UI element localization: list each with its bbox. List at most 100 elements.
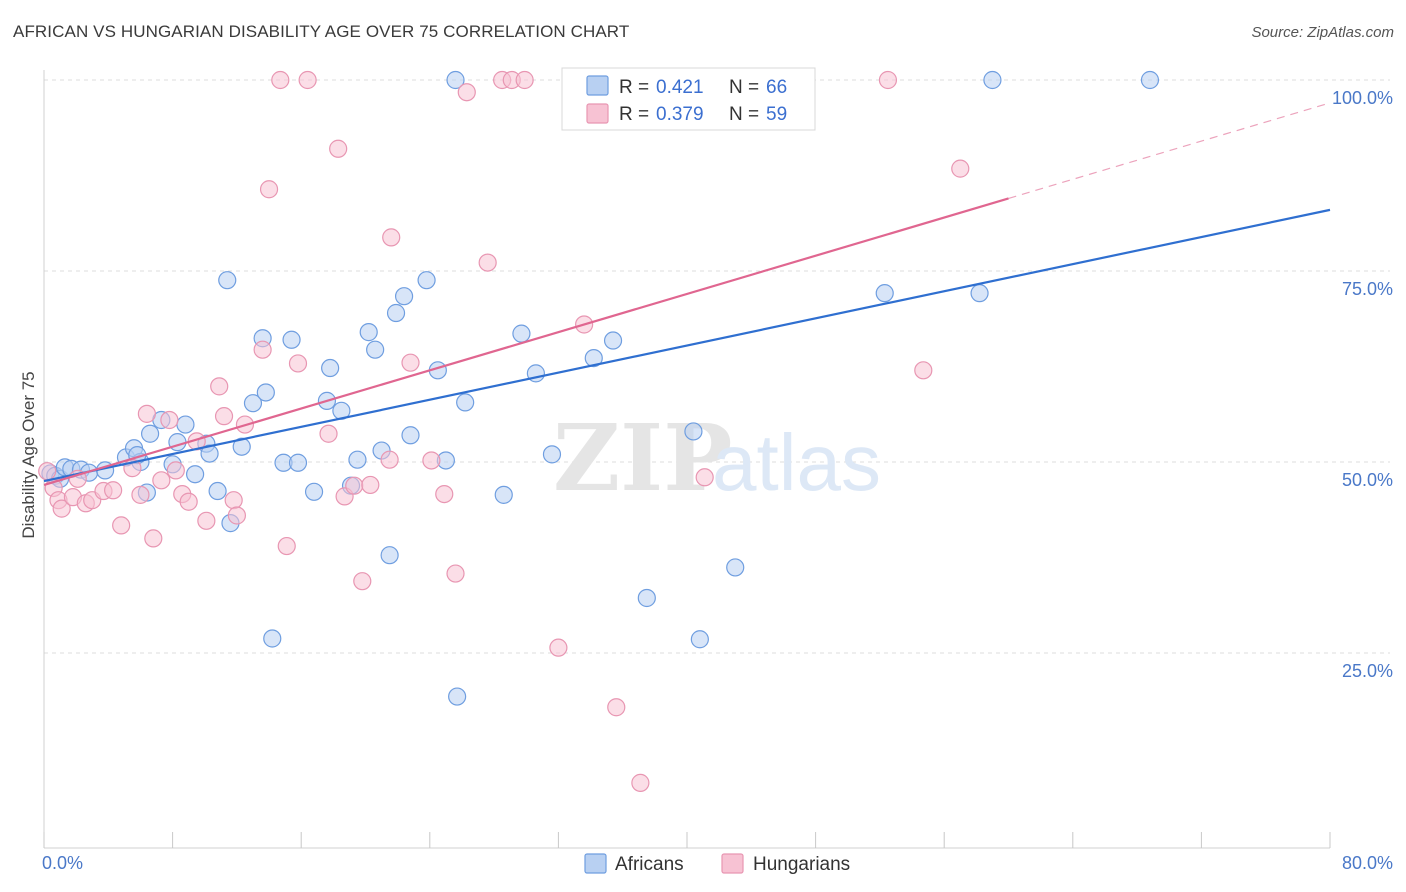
africans-point <box>603 331 623 350</box>
hungarians-point <box>298 70 317 90</box>
hungarians-point <box>253 340 272 359</box>
legend-swatch-africans <box>586 75 609 96</box>
africans-point <box>684 422 703 441</box>
hungarians-point <box>131 485 150 504</box>
hungarians-point <box>38 462 57 481</box>
bottom-legend: Africans Hungarians <box>584 853 850 875</box>
hungarians-point <box>401 353 420 372</box>
hungarians-point <box>478 253 497 272</box>
bottom-legend-swatch-hungarians <box>721 853 744 874</box>
legend-n-value-africans: 66 <box>766 77 787 98</box>
africans-point <box>726 558 745 577</box>
africans-point <box>584 348 603 368</box>
hungarians-point <box>104 481 123 500</box>
hungarians-point <box>382 228 401 247</box>
hungarians-point <box>457 83 476 102</box>
hungarians-point <box>515 70 534 90</box>
hungarians-point <box>695 468 714 487</box>
hungarians-point <box>288 354 308 373</box>
legend-r-label-africans: R = <box>619 77 649 98</box>
y-tick-labels: 25.0% 50.0% 75.0% 100.0% <box>1332 88 1393 681</box>
hungarians-point <box>271 70 290 90</box>
gridlines <box>44 79 1390 654</box>
africans-point <box>456 393 475 412</box>
africans-point <box>394 287 414 306</box>
africans-point <box>304 482 324 501</box>
africans-point <box>282 330 301 349</box>
legend-swatch-hungarians <box>586 103 609 124</box>
hungarians-point <box>435 484 454 504</box>
africans-point <box>208 481 227 501</box>
hungarians-point <box>914 361 933 380</box>
hungarians-point <box>137 404 156 423</box>
africans-point <box>263 629 282 648</box>
hungarians-point <box>951 159 970 178</box>
africans-point <box>321 358 340 378</box>
hungarians-point <box>422 451 441 470</box>
y-tick-label-50: 50.0% <box>1342 470 1393 490</box>
africans-point <box>401 426 420 445</box>
africans-point <box>512 324 531 343</box>
legend-r-value-hungarians: 0.379 <box>656 104 704 125</box>
africans-point <box>875 284 894 303</box>
hungarians-trendline <box>43 197 1009 486</box>
y-tick-label-100: 100.0% <box>1332 88 1393 108</box>
watermark: ZIP atlas <box>553 404 881 512</box>
africans-point <box>690 630 709 649</box>
africans-points <box>41 70 1160 706</box>
africans-point <box>140 424 160 443</box>
africans-point <box>232 437 251 456</box>
africans-point <box>983 70 1002 90</box>
y-axis-label: Disability Age Over 75 <box>19 371 38 538</box>
y-tick-label-75: 75.0% <box>1342 279 1393 299</box>
hungarians-point <box>214 407 234 426</box>
legend-r-label-hungarians: R = <box>619 104 649 125</box>
africans-point <box>448 687 467 706</box>
africans-point <box>417 271 436 290</box>
source-label: Source: ZipAtlas.com <box>1251 24 1394 41</box>
hungarians-point <box>166 461 185 480</box>
hungarians-point <box>277 536 296 556</box>
africans-point <box>380 546 399 565</box>
africans-point <box>243 394 263 413</box>
africans-trendline <box>43 208 1331 483</box>
hungarians-trendline-extension <box>1008 102 1331 199</box>
africans-point <box>637 588 656 608</box>
africans-point <box>218 271 237 290</box>
hungarians-point <box>144 529 163 548</box>
x-tick-marks <box>43 832 1331 848</box>
hungarians-point <box>345 476 364 495</box>
hungarians-point <box>329 139 348 158</box>
hungarians-point <box>112 516 131 535</box>
africans-point <box>1140 70 1160 90</box>
africans-point <box>176 415 195 434</box>
hungarians-point <box>631 773 650 792</box>
x-tick-label-min: 0.0% <box>42 853 83 873</box>
hungarians-point <box>52 499 71 518</box>
hungarians-point <box>361 475 380 495</box>
hungarians-point <box>259 180 279 199</box>
africans-point <box>186 465 205 484</box>
legend-n-label-hungarians: N = <box>729 104 759 125</box>
africans-point <box>288 453 308 472</box>
africans-point <box>366 340 385 359</box>
bottom-legend-label-hungarians: Hungarians <box>753 854 850 875</box>
africans-point <box>386 303 406 323</box>
africans-point <box>970 284 989 303</box>
hungarians-point <box>210 377 229 396</box>
x-tick-label-max: 80.0% <box>1342 853 1393 873</box>
bottom-legend-swatch-africans <box>584 853 607 874</box>
africans-point <box>494 485 513 504</box>
hungarians-point <box>549 638 568 657</box>
legend-r-value-africans: 0.421 <box>656 77 704 98</box>
legend-n-label-africans: N = <box>729 77 759 98</box>
hungarians-point <box>227 506 246 525</box>
trendlines <box>43 102 1331 486</box>
watermark-zip: ZIP <box>553 404 732 512</box>
hungarians-point <box>607 698 626 717</box>
hungarians-point <box>152 471 171 490</box>
africans-point <box>359 323 378 342</box>
hungarians-point <box>319 424 338 443</box>
hungarians-point <box>197 511 216 530</box>
